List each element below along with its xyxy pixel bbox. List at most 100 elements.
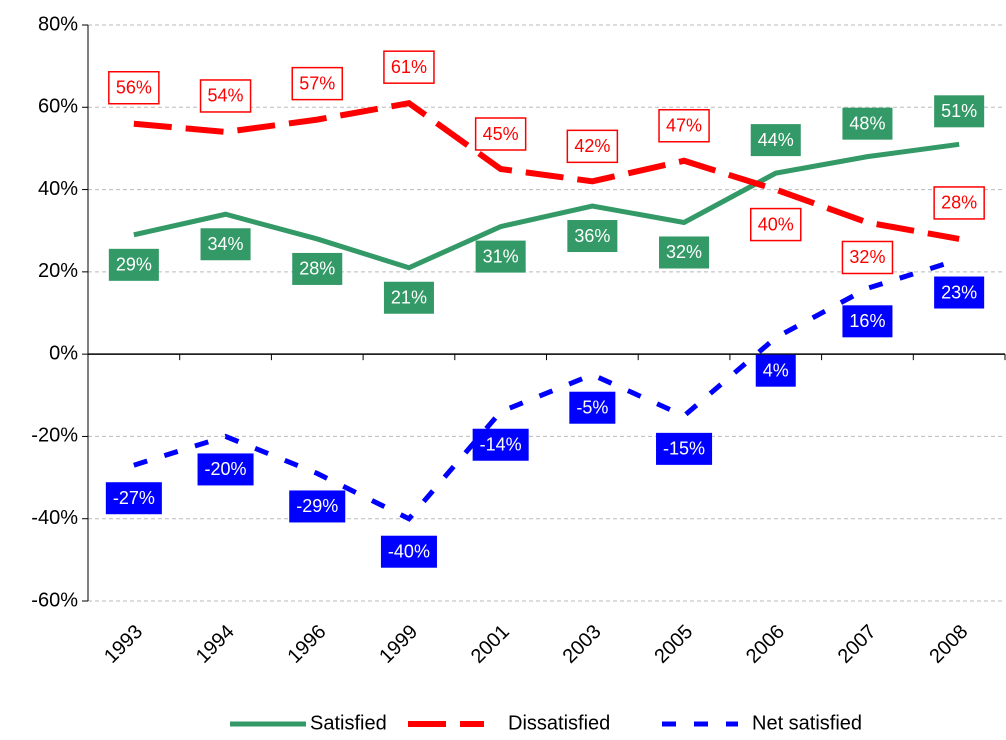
data-label: 28% <box>941 193 977 213</box>
data-label-group: 57% <box>291 66 344 101</box>
data-label-box <box>841 240 894 275</box>
data-label-box <box>842 107 893 140</box>
data-label-group: 54% <box>199 79 252 113</box>
data-label: -27% <box>113 488 155 508</box>
data-label: 47% <box>666 116 702 136</box>
y-tick-label: 20% <box>38 260 78 282</box>
y-tick-label: -20% <box>31 425 78 447</box>
data-label-box <box>289 490 346 523</box>
data-label-group: 56% <box>108 70 160 105</box>
data-label-box <box>569 391 616 424</box>
data-label-group: 16% <box>842 305 893 338</box>
data-label-group: -14% <box>472 428 529 461</box>
y-tick-label: 0% <box>49 342 78 364</box>
data-label-group: -40% <box>380 535 437 568</box>
data-label: 32% <box>849 247 885 267</box>
legend-label: Net satisfied <box>752 712 862 734</box>
data-label: -20% <box>205 459 247 479</box>
data-label-box <box>105 482 162 515</box>
data-label: 34% <box>208 234 244 254</box>
series-line <box>133 99 960 242</box>
data-label-group: 31% <box>475 240 526 273</box>
data-label-box <box>842 305 893 338</box>
data-label: -40% <box>388 541 430 561</box>
data-label-group: 34% <box>200 228 251 261</box>
x-tick-label: 1994 <box>192 621 239 668</box>
data-label-box <box>475 240 526 273</box>
data-label-group: 47% <box>658 109 710 143</box>
data-label: 32% <box>666 242 702 262</box>
data-label: 36% <box>574 226 610 246</box>
data-label-box <box>659 236 710 269</box>
data-label-group: 61% <box>383 50 435 84</box>
x-tick-label: 1996 <box>283 621 330 668</box>
data-label-box <box>383 281 434 314</box>
data-label-group: 23% <box>934 276 985 309</box>
data-label: 48% <box>849 113 885 133</box>
data-label: 29% <box>116 255 152 275</box>
data-label-box <box>472 428 529 461</box>
data-label-box <box>656 432 713 465</box>
data-label: 16% <box>849 311 885 331</box>
data-label-group: 28% <box>933 186 985 220</box>
data-label: 31% <box>483 246 519 266</box>
data-label: 56% <box>116 77 152 97</box>
legend-label: Satisfied <box>310 712 387 734</box>
data-label-box <box>291 66 344 101</box>
series-line <box>133 141 960 271</box>
data-label: 57% <box>299 73 335 93</box>
data-label: 61% <box>391 57 427 77</box>
data-label-box <box>567 220 618 253</box>
data-label-group: 51% <box>934 95 985 128</box>
data-label: 40% <box>758 214 794 234</box>
data-label-box <box>474 117 527 151</box>
data-label-group: 29% <box>108 248 159 281</box>
data-label-box <box>199 79 252 113</box>
data-label: 44% <box>758 130 794 150</box>
data-label-group: 21% <box>383 281 434 314</box>
data-label-group: 40% <box>749 207 802 242</box>
data-label-group: 45% <box>474 117 527 151</box>
x-tick-label: 2008 <box>925 621 972 668</box>
data-label: 42% <box>574 136 610 156</box>
x-tick-label: 2006 <box>742 621 789 668</box>
data-label-box <box>383 50 435 84</box>
data-label-box <box>933 186 985 220</box>
y-tick-label: 80% <box>38 13 78 35</box>
data-label-box <box>934 95 985 128</box>
data-label-box <box>380 535 437 568</box>
data-label-group: 28% <box>292 252 343 285</box>
y-tick-label: -60% <box>31 589 78 611</box>
data-label: -5% <box>576 397 608 417</box>
data-label: 21% <box>391 287 427 307</box>
data-label-group: -29% <box>289 490 346 523</box>
data-label-box <box>200 228 251 261</box>
x-tick-label: 2003 <box>559 621 606 668</box>
data-label-group: 48% <box>842 107 893 140</box>
data-label-group: 4% <box>755 354 796 387</box>
data-label: -29% <box>296 496 338 516</box>
data-label: 4% <box>763 360 789 380</box>
data-label: 45% <box>483 124 519 144</box>
data-label-group: -27% <box>105 482 162 515</box>
data-label-box <box>755 354 796 387</box>
data-label-box <box>658 109 710 143</box>
y-tick-label: -40% <box>31 507 78 529</box>
x-tick-label: 2005 <box>650 621 697 668</box>
data-label-group: 42% <box>566 129 619 164</box>
data-label-group: -5% <box>569 391 616 424</box>
legend-label: Dissatisfied <box>508 712 610 734</box>
x-tick-label: 1999 <box>375 621 422 668</box>
data-label-box <box>108 70 160 105</box>
data-label-box <box>108 248 159 281</box>
data-label-box <box>292 252 343 285</box>
x-tick-label: 2007 <box>834 621 881 668</box>
data-label-box <box>566 129 619 164</box>
data-label-group: -15% <box>656 432 713 465</box>
data-label-box <box>749 207 802 242</box>
y-tick-label: 60% <box>38 96 78 118</box>
data-label-group: 36% <box>567 220 618 253</box>
data-label: 28% <box>299 259 335 279</box>
data-label-group: 44% <box>750 124 801 157</box>
